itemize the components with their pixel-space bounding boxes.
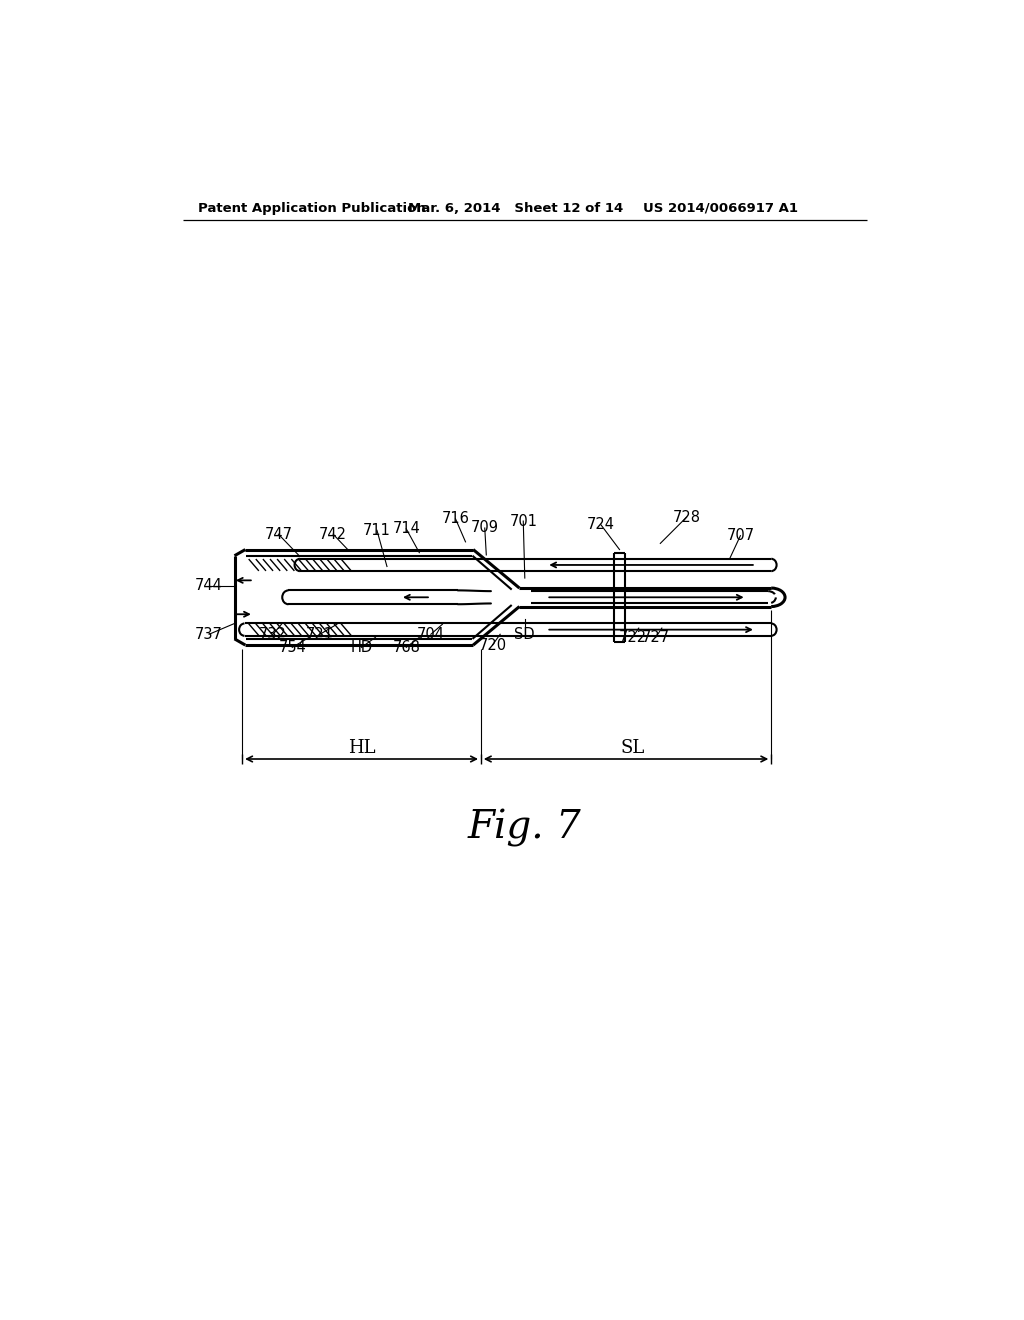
- Text: 742: 742: [319, 527, 347, 541]
- Text: SD: SD: [514, 627, 536, 642]
- Text: 721: 721: [306, 627, 334, 642]
- Text: 732: 732: [259, 627, 287, 642]
- Text: 720: 720: [478, 638, 507, 652]
- Text: Mar. 6, 2014   Sheet 12 of 14: Mar. 6, 2014 Sheet 12 of 14: [408, 202, 623, 215]
- Text: HL: HL: [348, 739, 376, 758]
- Text: 728: 728: [673, 510, 700, 525]
- Text: 716: 716: [441, 511, 469, 527]
- Text: 714: 714: [392, 521, 420, 536]
- Text: 704: 704: [417, 627, 444, 642]
- Text: Patent Application Publication: Patent Application Publication: [199, 202, 426, 215]
- Text: 722: 722: [618, 630, 647, 645]
- Text: 737: 737: [196, 627, 223, 642]
- Text: SL: SL: [621, 739, 645, 758]
- Text: 768: 768: [392, 640, 420, 655]
- Text: 754: 754: [279, 640, 306, 655]
- Text: 707: 707: [726, 528, 755, 544]
- Text: 701: 701: [509, 513, 538, 528]
- Text: 724: 724: [587, 517, 615, 532]
- Text: 744: 744: [196, 578, 223, 593]
- Text: 711: 711: [364, 523, 391, 537]
- Text: 747: 747: [264, 527, 293, 541]
- Text: US 2014/0066917 A1: US 2014/0066917 A1: [643, 202, 799, 215]
- Text: 727: 727: [642, 630, 670, 645]
- Text: 709: 709: [471, 520, 499, 536]
- Text: HD: HD: [350, 640, 373, 655]
- Text: Fig. 7: Fig. 7: [468, 809, 582, 847]
